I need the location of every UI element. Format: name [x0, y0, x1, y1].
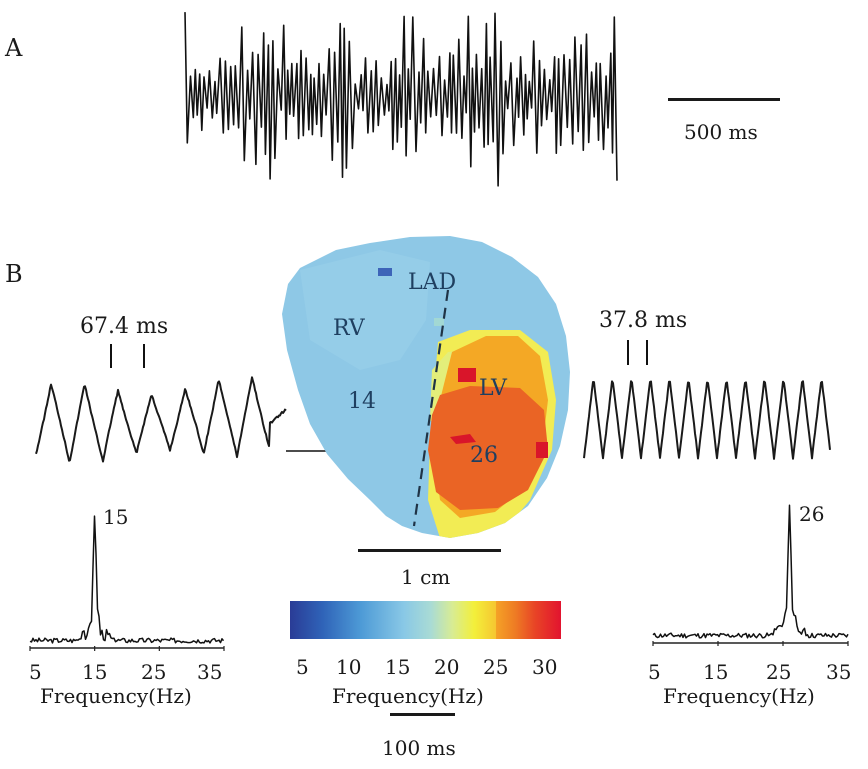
panel-b-letter: B: [5, 260, 23, 288]
map-label-lad: LAD: [408, 270, 457, 295]
map-label-lv: LV: [479, 376, 507, 401]
colorbar-tick-10: 10: [336, 655, 362, 679]
right-spectrum-xlabel: Frequency(Hz): [663, 684, 815, 708]
map-label-rv: RV: [333, 316, 365, 341]
left-tick-25: 25: [141, 660, 167, 684]
time-scale-bar: [390, 713, 455, 716]
map-value-rv: 14: [348, 389, 376, 414]
colorbar-xlabel: Frequency(Hz): [332, 684, 484, 708]
left-interval-label: 67.4 ms: [80, 314, 169, 339]
colorbar-tick-25: 25: [483, 655, 509, 679]
right-tick-35: 35: [826, 660, 852, 684]
panel-a-scale-bar: [668, 98, 780, 101]
map-scale-label: 1 cm: [401, 565, 451, 589]
left-tick-35: 35: [197, 660, 223, 684]
right-interval-label: 37.8 ms: [599, 308, 688, 333]
colorbar-tick-5: 5: [296, 655, 309, 679]
left-tick-5: 5: [29, 660, 42, 684]
frequency-color-bar: [290, 601, 561, 639]
left-peak-label: 15: [103, 505, 129, 529]
map-scale-bar: [358, 549, 501, 552]
right-tick-25: 25: [766, 660, 792, 684]
map-value-lv: 26: [470, 443, 498, 468]
right-tick-5: 5: [648, 660, 661, 684]
panel-a-letter: A: [5, 34, 23, 62]
panel-a-scale-label: 500 ms: [684, 120, 758, 144]
colorbar-tick-15: 15: [385, 655, 411, 679]
right-tick-15: 15: [703, 660, 729, 684]
left-spectrum-xlabel: Frequency(Hz): [40, 684, 192, 708]
right-peak-label: 26: [799, 502, 825, 526]
colorbar-tick-30: 30: [532, 655, 558, 679]
colorbar-tick-20: 20: [434, 655, 460, 679]
left-tick-15: 15: [82, 660, 108, 684]
panel-a-signal-trace: [184, 12, 618, 187]
time-scale-label: 100 ms: [382, 736, 456, 760]
